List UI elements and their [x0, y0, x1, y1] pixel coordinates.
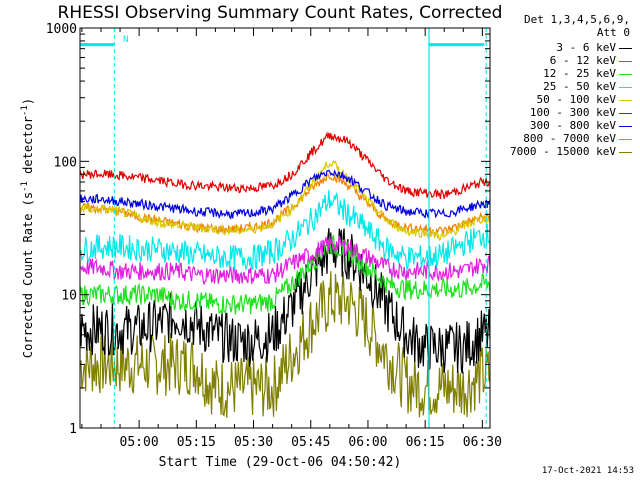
legend-entry: 25 - 50 keV — [543, 81, 632, 93]
orbit-marker-label: N — [123, 35, 128, 45]
series-line-b3-6 — [79, 228, 491, 374]
series-line-b12-25 — [79, 233, 491, 315]
y-axis-title-part: ) — [21, 98, 35, 105]
series-line-b6-12 — [79, 235, 491, 285]
legend-entry-label: 25 - 50 keV — [543, 80, 616, 93]
chart-title: RHESSI Observing Summary Count Rates, Co… — [58, 3, 503, 23]
legend-entry-label: 800 - 7000 keV — [523, 132, 616, 145]
legend-swatch — [619, 86, 632, 88]
legend-swatch — [619, 99, 632, 101]
legend-entry-label: 3 - 6 keV — [556, 41, 616, 54]
legend-swatch — [619, 151, 632, 153]
x-tick-label: 05:30 — [234, 435, 273, 450]
y-axis-title-part: Corrected Count Rate (s — [21, 192, 35, 358]
legend-entry: 100 - 300 keV — [530, 107, 632, 119]
legend-entry-label: 12 - 25 keV — [543, 67, 616, 80]
y-axis-title: Corrected Count Rate (s-1 detector-1) — [20, 98, 35, 358]
x-tick-label: 06:30 — [463, 435, 502, 450]
y-tick-label: 1 — [69, 422, 77, 437]
y-axis-title-superscript: -1 — [20, 105, 30, 116]
legend-swatch — [619, 112, 632, 114]
legend-entry: 50 - 100 keV — [537, 94, 632, 106]
y-axis-title-part: detector — [21, 116, 35, 181]
y-tick-label: 100 — [54, 155, 77, 170]
x-tick-label: 06:00 — [348, 435, 387, 450]
series-line-b300-800 — [79, 169, 491, 220]
series-line-b100-300 — [79, 131, 491, 200]
legend-swatch — [619, 138, 632, 140]
orbit-marker-layer: N — [79, 28, 487, 428]
legend-entry-label: 50 - 100 keV — [536, 93, 616, 106]
series-line-b25-50 — [79, 189, 491, 272]
series-line-b800-7000 — [79, 173, 491, 237]
legend-entry-label: 7000 - 15000 keV — [510, 145, 616, 158]
legend-entry: 12 - 25 keV — [543, 68, 632, 80]
x-tick-label: 05:45 — [291, 435, 330, 450]
legend-swatch — [619, 73, 632, 75]
series-line-b50-100 — [79, 160, 491, 242]
legend-entry: 800 - 7000 keV — [523, 133, 632, 145]
x-tick-label: 05:15 — [177, 435, 216, 450]
legend-swatch — [619, 125, 632, 127]
legend-attenuator-label: Att 0 — [596, 26, 630, 39]
x-tick-label: 06:15 — [406, 435, 445, 450]
x-tick-label: 05:00 — [120, 435, 159, 450]
legend-entry: 3 - 6 keV — [556, 42, 632, 54]
plot-frame — [79, 27, 491, 429]
series-line-b7000-15000 — [79, 271, 491, 418]
legend-swatch — [619, 47, 632, 49]
legend-entry-label: 100 - 300 keV — [529, 106, 616, 119]
legend-detectors-label: Det 1,3,4,5,6,9, — [524, 13, 630, 26]
y-tick-label: 1000 — [46, 22, 77, 37]
legend-entry: 7000 - 15000 keV — [510, 146, 632, 158]
ticks-layer: 05:00 05:15 05:30 05:45 06:00 06:15 06:30 1 10 10… — [46, 22, 502, 450]
x-axis-title: Start Time (29-Oct-06 04:50:42) — [159, 455, 402, 470]
generated-timestamp: 17-Oct-2021 14:53 — [541, 466, 634, 476]
legend-entry: 300 - 800 keV — [530, 120, 632, 132]
y-tick-label: 10 — [61, 289, 77, 304]
legend-entry-label: 6 - 12 keV — [549, 54, 616, 67]
y-axis-title-superscript: -1 — [20, 181, 30, 192]
legend-entry-label: 300 - 800 keV — [529, 119, 616, 132]
series-layer — [79, 131, 491, 418]
legend-swatch — [619, 60, 632, 62]
legend-entry: 6 - 12 keV — [550, 55, 632, 67]
